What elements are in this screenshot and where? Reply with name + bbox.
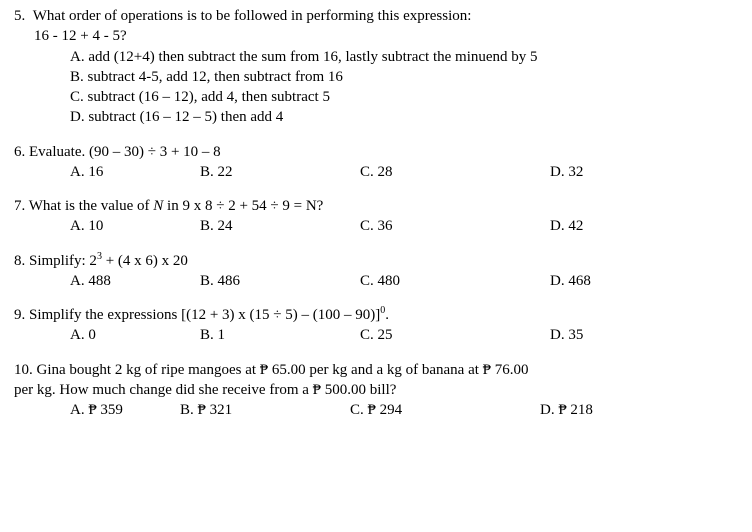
q5-text1: What order of operations is to be follow… (33, 8, 472, 24)
q10-prompt-line2: per kg. How much change did she receive … (14, 380, 738, 400)
q5-option-d: D. subtract (16 – 12 – 5) then add 4 (14, 107, 738, 127)
q9-option-c: C. 25 (360, 325, 550, 345)
question-7: 7. What is the value of N in 9 x 8 ÷ 2 +… (14, 196, 738, 237)
q7-choices: A. 10 B. 24 C. 36 D. 42 (14, 216, 738, 236)
q8-text-pre: 8. Simplify: 2 (14, 253, 97, 269)
q10-option-a: A. ₱ 359 (70, 400, 180, 420)
q6-choices: A. 16 B. 22 C. 28 D. 32 (14, 162, 738, 182)
q10-option-d: D. ₱ 218 (540, 400, 593, 420)
q9-text-pre: 9. Simplify the expressions [(12 + 3) x … (14, 307, 380, 323)
q6-option-a: A. 16 (70, 162, 200, 182)
q8-option-b: B. 486 (200, 271, 360, 291)
q7-option-d: D. 42 (550, 216, 583, 236)
q10-option-c: C. ₱ 294 (350, 400, 540, 420)
question-9: 9. Simplify the expressions [(12 + 3) x … (14, 305, 738, 346)
question-10: 10. Gina bought 2 kg of ripe mangoes at … (14, 360, 738, 421)
q5-prompt-line1: 5. What order of operations is to be fol… (14, 6, 738, 26)
q10-prompt-line1: 10. Gina bought 2 kg of ripe mangoes at … (14, 360, 738, 380)
q5-option-c: C. subtract (16 – 12), add 4, then subtr… (14, 87, 738, 107)
q6-option-b: B. 22 (200, 162, 360, 182)
q7-option-b: B. 24 (200, 216, 360, 236)
question-8: 8. Simplify: 23 + (4 x 6) x 20 A. 488 B.… (14, 251, 738, 292)
q6-prompt: 6. Evaluate. (90 – 30) ÷ 3 + 10 – 8 (14, 142, 738, 162)
q8-option-d: D. 468 (550, 271, 591, 291)
q7-text-pre: 7. What is the value of (14, 198, 153, 214)
q9-option-a: A. 0 (70, 325, 200, 345)
q8-option-c: C. 480 (360, 271, 550, 291)
q5-option-b: B. subtract 4-5, add 12, then subtract f… (14, 67, 738, 87)
q5-prompt-line2: 16 - 12 + 4 - 5? (14, 26, 738, 46)
q8-choices: A. 488 B. 486 C. 480 D. 468 (14, 271, 738, 291)
q5-option-a: A. add (12+4) then subtract the sum from… (14, 47, 738, 67)
q10-option-b: B. ₱ 321 (180, 400, 350, 420)
q5-number: 5. (14, 8, 25, 24)
q9-option-b: B. 1 (200, 325, 360, 345)
q7-option-a: A. 10 (70, 216, 200, 236)
q9-prompt: 9. Simplify the expressions [(12 + 3) x … (14, 305, 738, 325)
question-6: 6. Evaluate. (90 – 30) ÷ 3 + 10 – 8 A. 1… (14, 142, 738, 183)
q10-choices: A. ₱ 359 B. ₱ 321 C. ₱ 294 D. ₱ 218 (14, 400, 738, 420)
q7-var: N (153, 198, 163, 214)
q6-option-d: D. 32 (550, 162, 583, 182)
question-5: 5. What order of operations is to be fol… (14, 6, 738, 128)
q8-text-post: + (4 x 6) x 20 (102, 253, 188, 269)
q7-option-c: C. 36 (360, 216, 550, 236)
q9-option-d: D. 35 (550, 325, 583, 345)
worksheet-page: 5. What order of operations is to be fol… (0, 0, 752, 426)
q9-text-post: . (385, 307, 389, 323)
q6-option-c: C. 28 (360, 162, 550, 182)
q7-prompt: 7. What is the value of N in 9 x 8 ÷ 2 +… (14, 196, 738, 216)
q8-option-a: A. 488 (70, 271, 200, 291)
q9-choices: A. 0 B. 1 C. 25 D. 35 (14, 325, 738, 345)
q8-prompt: 8. Simplify: 23 + (4 x 6) x 20 (14, 251, 738, 271)
q7-text-post: in 9 x 8 ÷ 2 + 54 ÷ 9 = N? (163, 198, 323, 214)
